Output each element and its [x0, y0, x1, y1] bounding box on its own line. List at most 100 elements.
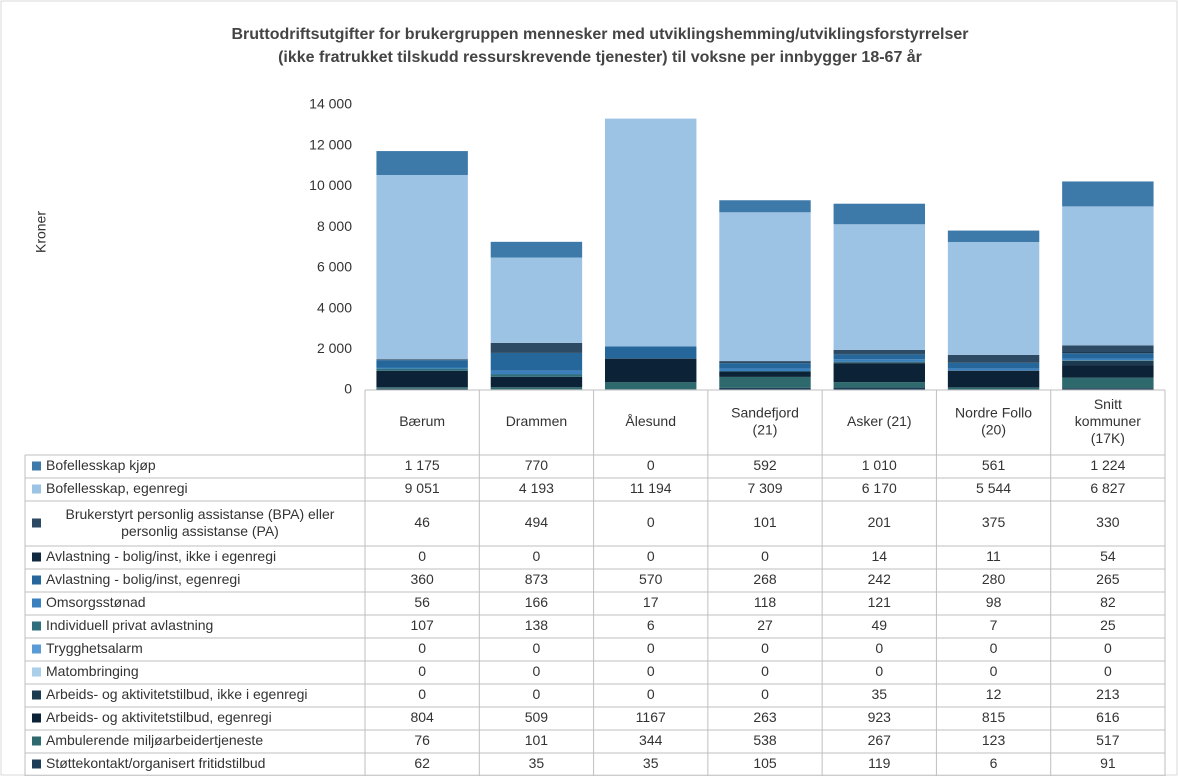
table-value: 0	[418, 686, 426, 702]
category-label: Bærum	[399, 413, 445, 429]
series-name: Avlastning - bolig/inst, ikke i egenregi	[46, 548, 276, 564]
table-value: 561	[982, 457, 1006, 473]
table-value: 770	[525, 457, 549, 473]
table-value: 6 827	[1090, 480, 1125, 496]
table-value: 538	[753, 732, 777, 748]
table-value: 1 010	[862, 457, 897, 473]
bar-segment	[1062, 181, 1154, 207]
table-value: 330	[1096, 514, 1120, 530]
table-value: 7 309	[747, 480, 782, 496]
series-name: Individuell privat avlastning	[46, 617, 213, 633]
bar-segment	[833, 349, 925, 354]
table-value: 0	[647, 514, 655, 530]
table-value: 62	[414, 755, 430, 771]
series-name: Bofellesskap, egenregi	[46, 480, 188, 496]
bar-segment	[605, 118, 697, 347]
table-value: 267	[868, 732, 892, 748]
bar-segment	[1062, 360, 1154, 361]
table-value: 280	[982, 571, 1006, 587]
y-tick-label: 10 000	[309, 177, 352, 193]
series-name: Matombringing	[46, 663, 139, 679]
bar-segment	[376, 174, 468, 360]
category-label: Ålesund	[625, 413, 676, 429]
bar-segment	[719, 212, 811, 362]
table-value: 494	[525, 514, 549, 530]
bar-segment	[376, 151, 468, 175]
table-value: 923	[868, 709, 892, 725]
category-label: Snitt kommuner (17K)	[1075, 396, 1141, 446]
bar-segment	[1062, 345, 1154, 353]
table-value: 46	[414, 514, 430, 530]
table-value: 107	[410, 617, 434, 633]
table-value: 49	[871, 617, 887, 633]
table-value: 0	[647, 663, 655, 679]
table-value: 4 193	[519, 480, 554, 496]
series-name: Arbeids- og aktivitetstilbud, ikke i ege…	[46, 686, 307, 702]
bar-segment	[833, 203, 925, 225]
table-value: 91	[1100, 755, 1116, 771]
table-value: 213	[1096, 686, 1120, 702]
legend-swatch	[32, 552, 41, 562]
table-value: 27	[757, 617, 773, 633]
table-value: 1 224	[1090, 457, 1125, 473]
table-value: 0	[533, 548, 541, 564]
table-value: 121	[868, 594, 892, 610]
table-value: 1167	[636, 709, 666, 725]
table-value: 5 544	[976, 480, 1011, 496]
bar-segment	[490, 370, 583, 375]
series-name: Avlastning - bolig/inst, egenregi	[46, 571, 240, 587]
table-value: 570	[639, 571, 663, 587]
bar-segment	[833, 362, 925, 364]
bar-segment	[719, 371, 811, 372]
table-value: 0	[647, 548, 655, 564]
series-name: Trygghetsalarm	[46, 640, 143, 656]
table-value: 105	[753, 755, 777, 771]
table-value: 35	[871, 686, 887, 702]
bar-segment	[833, 363, 925, 383]
table-value: 6	[990, 755, 998, 771]
category-label: Nordre Follo (20)	[955, 404, 1032, 437]
series-name: Arbeids- og aktivitetstilbud, egenregi	[46, 709, 272, 725]
table-value: 0	[533, 686, 541, 702]
table-value: 82	[1100, 594, 1116, 610]
table-value: 6 170	[862, 480, 897, 496]
table-value: 0	[533, 663, 541, 679]
legend-swatch	[32, 736, 41, 746]
bar-segment	[1062, 358, 1154, 361]
bar-segment	[1062, 206, 1154, 346]
table-value: 0	[418, 663, 426, 679]
bar-segment	[376, 359, 468, 361]
table-value: 0	[875, 640, 883, 656]
y-tick-label: 8 000	[317, 218, 352, 234]
bar-segment	[1062, 353, 1154, 359]
bar-segment	[605, 346, 697, 359]
series-name: Omsorgsstønad	[46, 594, 146, 610]
table-value: 119	[868, 755, 891, 771]
table-value: 375	[982, 514, 1006, 530]
legend-swatch	[32, 713, 41, 723]
chart-title: Bruttodriftsutgifter for brukergruppen m…	[231, 26, 968, 43]
bar-segment	[719, 387, 811, 390]
bar-segment	[833, 354, 925, 360]
legend-swatch	[32, 690, 41, 700]
series-name: Ambulerende miljøarbeidertjeneste	[46, 732, 263, 748]
y-tick-label: 6 000	[317, 259, 352, 275]
table-value: 56	[414, 594, 430, 610]
bar-segment	[947, 241, 1040, 355]
table-value: 0	[1104, 663, 1112, 679]
table-value: 0	[533, 640, 541, 656]
bar-segment	[376, 368, 468, 371]
table-value: 123	[982, 732, 1006, 748]
chart-subtitle: (ikke fratrukket tilskudd ressurskrevend…	[278, 48, 922, 66]
bar-segment	[376, 388, 468, 390]
table-value: 76	[414, 732, 430, 748]
table-value: 0	[990, 663, 998, 679]
table-value: 0	[761, 686, 769, 702]
bar-segment	[719, 200, 811, 213]
table-value: 0	[418, 548, 426, 564]
table-value: 138	[525, 617, 549, 633]
table-value: 0	[418, 640, 426, 656]
table-value: 517	[1096, 732, 1120, 748]
series-name: Brukerstyrt personlig assistanse (BPA) e…	[66, 506, 335, 539]
